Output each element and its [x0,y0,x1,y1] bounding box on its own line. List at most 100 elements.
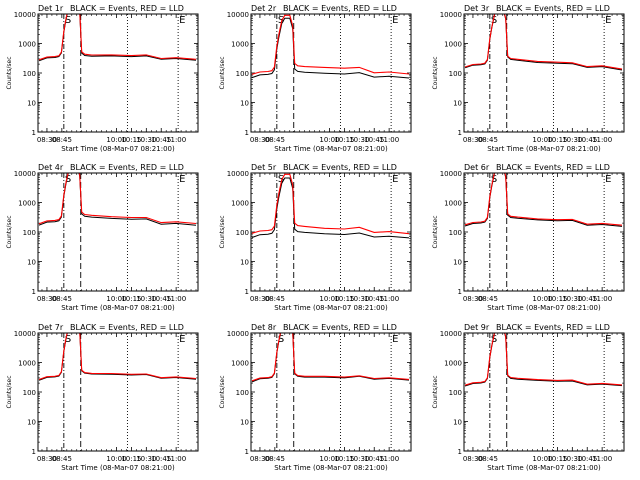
marker-label-end: E [179,15,185,26]
marker-label-end: E [605,15,611,26]
x-tick-label: 11:00 [166,295,186,303]
y-tick-label: 100 [236,70,249,78]
y-tick-label: 1000 [444,360,462,368]
x-tick-label: 11:00 [592,295,612,303]
x-tick-label: 10:45 [577,295,597,303]
x-tick-label: 10:15 [334,136,354,144]
marker-label-end: E [605,174,611,185]
y-tick-label: 10000 [14,170,36,178]
panel-title-det: Det 5r [251,163,277,172]
y-axis-label: Counts/sec [219,375,226,408]
y-tick-label: 1 [32,129,36,137]
plot-area [251,173,410,239]
x-tick-label: 11:00 [379,136,399,144]
y-tick-label: 10000 [227,11,249,19]
plot-area [38,173,197,226]
marker-label-end: E [392,174,398,185]
marker-label-start: S [278,334,284,345]
marker-label-end: E [605,334,611,345]
x-tick-label: 08:45 [478,136,498,144]
y-tick-label: 10000 [440,11,462,19]
x-tick-label: 10:00 [532,136,552,144]
panel-title-legend: BLACK = Events, RED = LLD [283,163,397,172]
x-tick-label: 10:30 [562,136,582,144]
x-tick-label: 10:45 [151,455,171,463]
plot-area [464,333,623,387]
panel-title-det: Det 7r [38,323,64,332]
x-tick-label: 11:00 [379,455,399,463]
x-tick-label: 10:30 [562,455,582,463]
y-tick-label: 100 [236,229,249,237]
plot-frame [463,332,625,452]
y-tick-label: 1000 [18,41,36,49]
series-lld-line [464,173,623,226]
x-tick-label: 10:00 [319,455,339,463]
x-tick-label: 08:45 [265,295,285,303]
x-tick-label: 11:00 [592,455,612,463]
y-tick-label: 1 [245,288,249,296]
marker-label-start: S [65,15,71,26]
panel-title-legend: BLACK = Events, RED = LLD [283,323,397,332]
x-tick-label: 10:00 [532,455,552,463]
x-tick-label: 11:00 [592,136,612,144]
y-axis-label: Counts/sec [219,215,226,248]
series-events-line [464,173,623,227]
series-lld-line [464,14,623,70]
panel-title-legend: BLACK = Events, RED = LLD [70,163,184,172]
x-tick-label: 10:30 [562,295,582,303]
panel-title-det: Det 1r [38,4,64,13]
y-tick-label: 1000 [231,200,249,208]
x-axis-label: Start Time (08-Mar-07 08:21:00) [61,145,175,153]
series-lld-line [251,333,410,382]
x-tick-label: 10:15 [121,295,141,303]
x-tick-label: 10:30 [136,295,156,303]
x-tick-label: 08:45 [52,295,72,303]
x-axis-label: Start Time (08-Mar-07 08:21:00) [61,464,175,472]
y-tick-label: 10 [240,100,249,108]
plot-frame [37,13,199,133]
x-tick-label: 10:45 [364,455,384,463]
y-axis-label: Counts/sec [6,375,13,408]
panel-title-det: Det 2r [251,4,277,13]
series-events-line [251,17,410,79]
y-tick-label: 10000 [227,170,249,178]
plot-area [464,173,623,227]
y-tick-label: 1 [458,288,462,296]
panel-7: Det 7r BLACK = Events, RED = LLD Counts/se… [6,323,199,472]
x-tick-label: 08:30 [463,295,483,303]
x-tick-label: 08:45 [52,455,72,463]
x-tick-label: 08:30 [463,136,483,144]
x-tick-label: 10:15 [547,295,567,303]
panel-9: Det 9r BLACK = Events, RED = LLD Counts/se… [432,323,625,472]
y-tick-label: 1000 [18,360,36,368]
x-tick-label: 10:15 [334,455,354,463]
marker-label-start: S [278,15,284,26]
y-tick-label: 1000 [231,41,249,49]
y-tick-label: 10 [453,419,462,427]
panel-title-det: Det 9r [464,323,490,332]
x-tick-label: 08:30 [250,136,270,144]
x-tick-label: 10:15 [547,136,567,144]
marker-label-start: S [491,15,497,26]
y-tick-label: 100 [23,70,36,78]
series-events-line [38,173,197,226]
x-tick-label: 11:00 [379,295,399,303]
plot-area [38,333,197,381]
y-tick-label: 10 [240,259,249,267]
marker-label-end: E [179,334,185,345]
y-tick-label: 1 [245,129,249,137]
y-tick-label: 100 [23,389,36,397]
series-events-line [464,14,623,71]
panel-title-legend: BLACK = Events, RED = LLD [496,163,610,172]
y-tick-label: 100 [449,389,462,397]
x-tick-label: 08:45 [478,295,498,303]
plot-frame [250,13,412,133]
y-tick-label: 10 [27,100,36,108]
x-tick-label: 10:00 [319,136,339,144]
plot-area [464,14,623,71]
x-axis-label: Start Time (08-Mar-07 08:21:00) [274,464,388,472]
x-tick-label: 10:45 [364,136,384,144]
y-tick-label: 10 [453,259,462,267]
panel-title-det: Det 6r [464,163,490,172]
